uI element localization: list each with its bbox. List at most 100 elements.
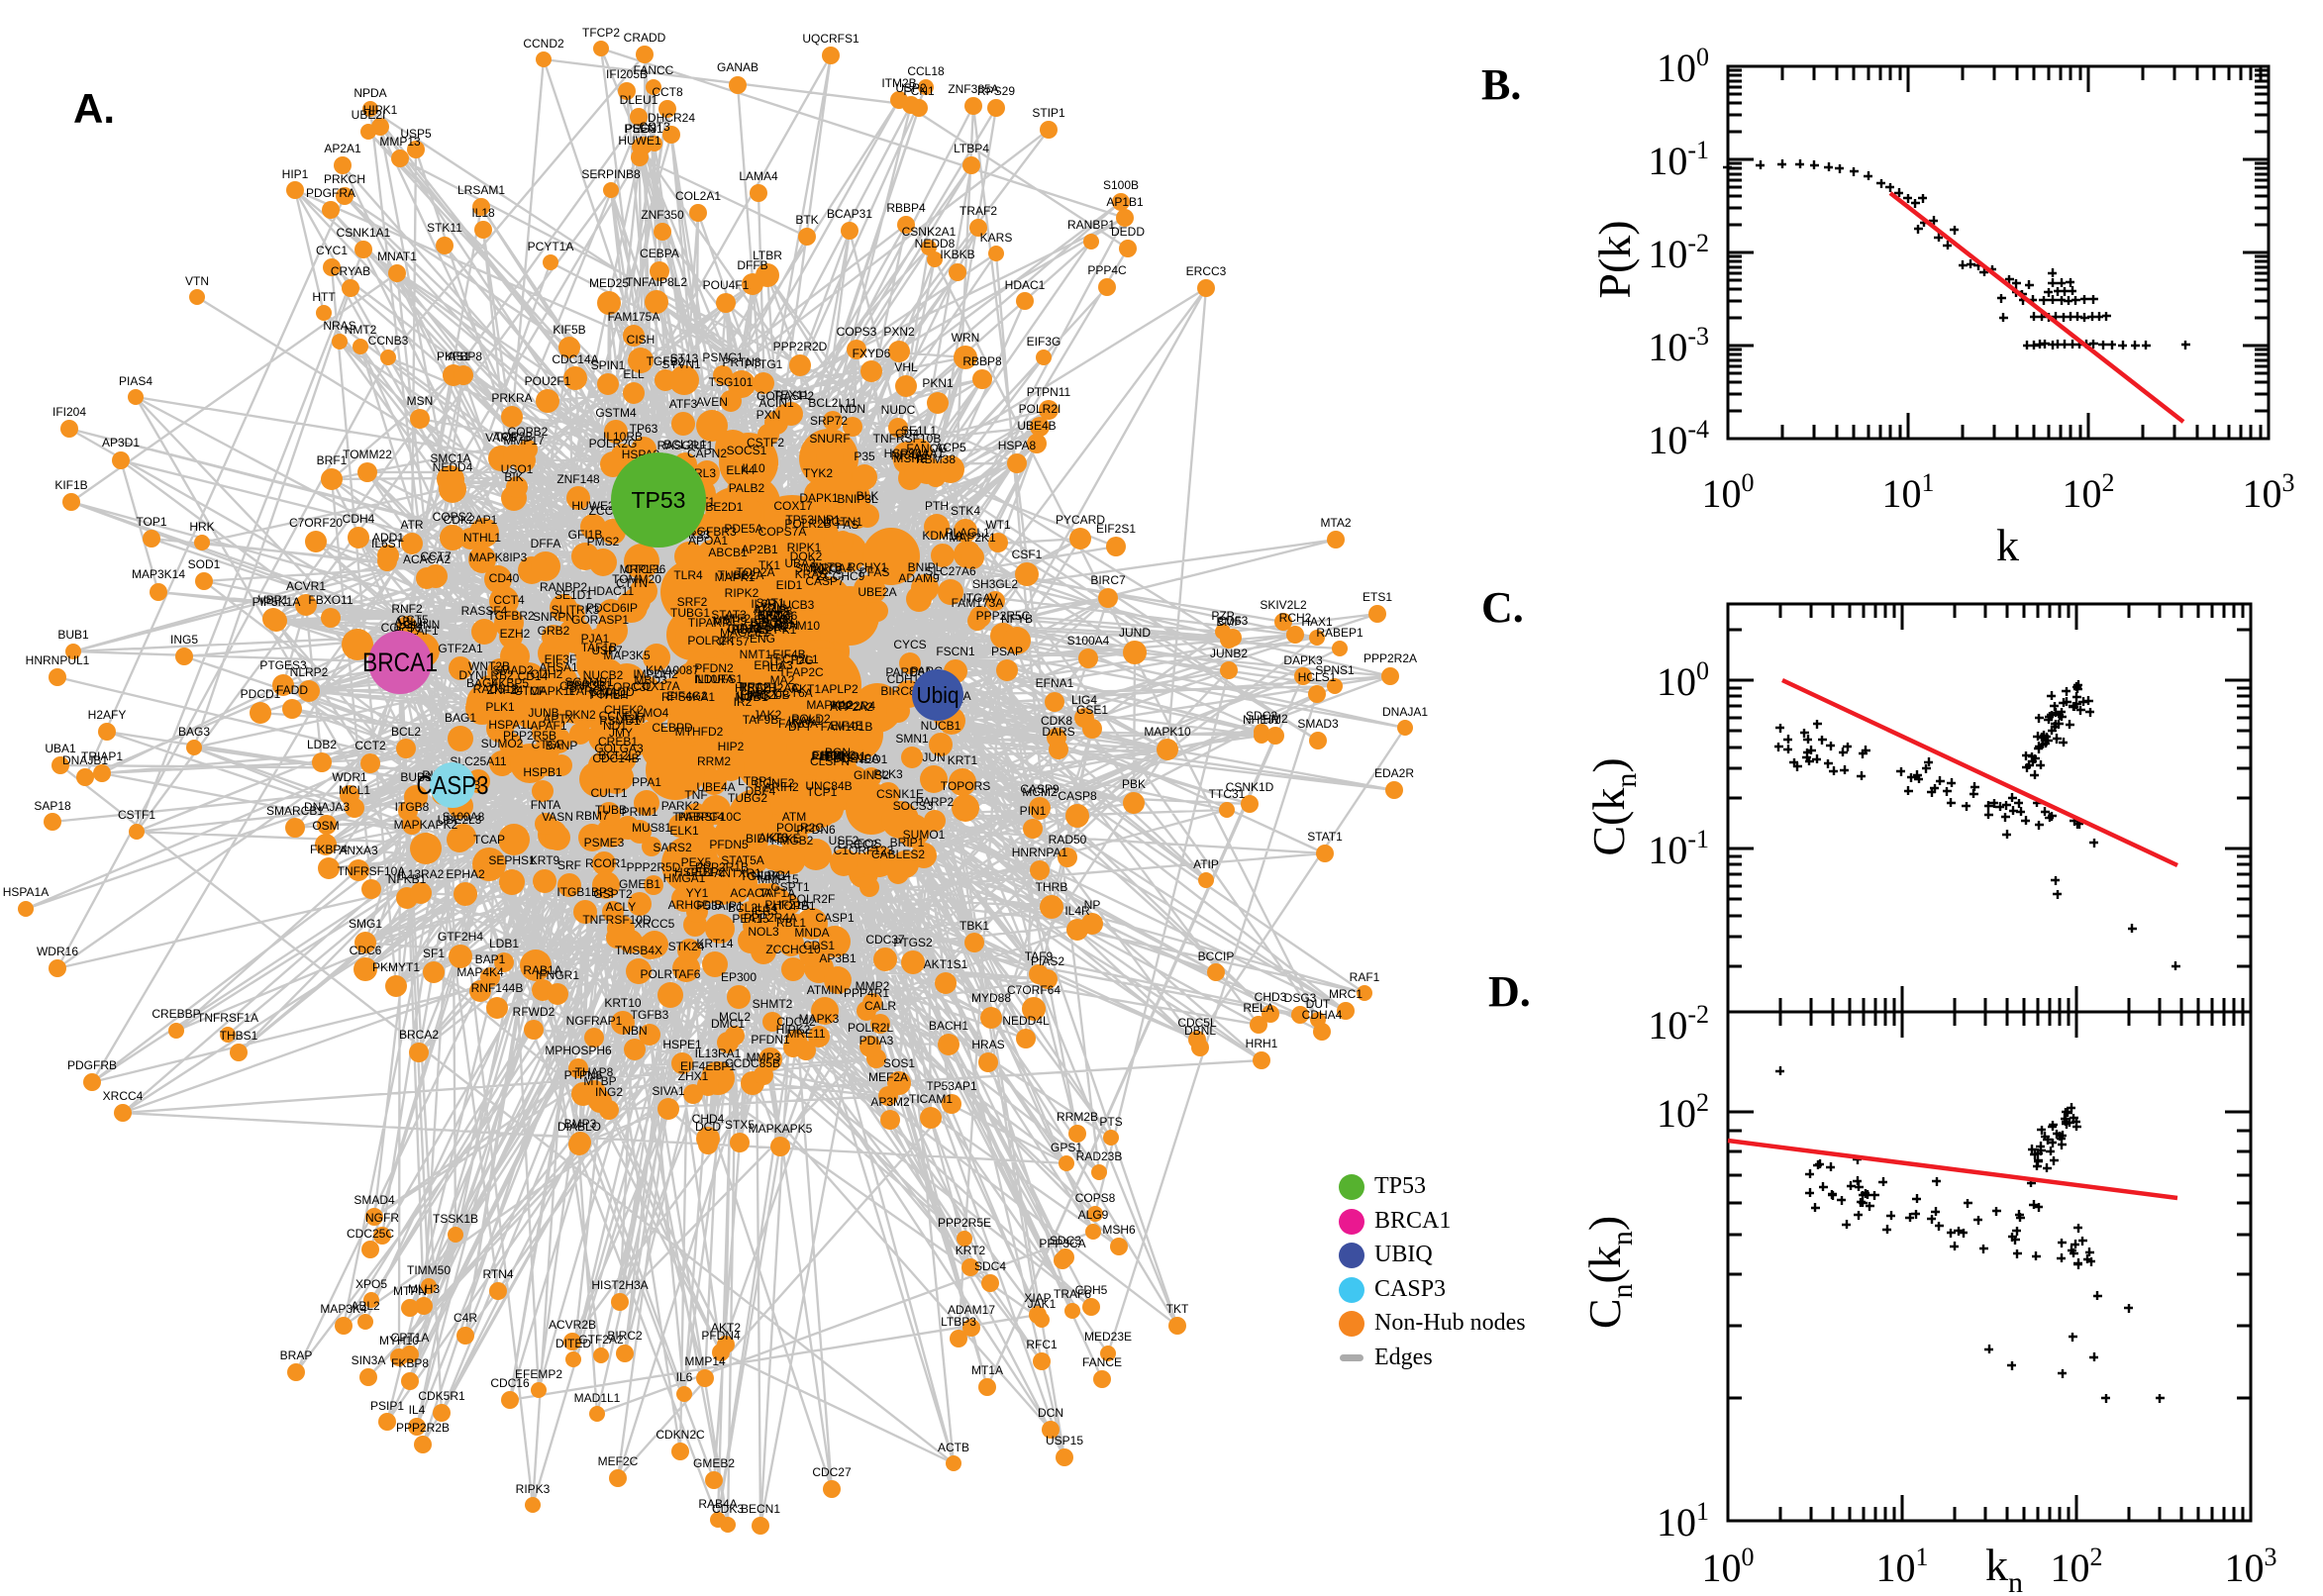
svg-text:RABEP1: RABEP1	[1316, 626, 1364, 640]
svg-text:NPDA: NPDA	[354, 86, 386, 100]
svg-text:KIF1B: KIF1B	[54, 478, 87, 492]
svg-text:MUS81: MUS81	[632, 821, 671, 835]
svg-text:PARK2: PARK2	[661, 799, 700, 813]
svg-text:ATIP: ATIP	[1193, 857, 1219, 871]
svg-text:PSAP: PSAP	[991, 645, 1023, 658]
svg-text:CAPN2: CAPN2	[687, 447, 727, 460]
svg-text:IKBKB: IKBKB	[940, 248, 974, 261]
svg-text:PTH: PTH	[925, 499, 949, 513]
svg-text:CDC25C: CDC25C	[347, 1227, 394, 1241]
svg-text:COL2A1: COL2A1	[675, 189, 721, 203]
svg-text:CSNK1E: CSNK1E	[876, 787, 924, 801]
svg-text:CSNK2A1: CSNK2A1	[902, 225, 957, 239]
svg-text:COPB2: COPB2	[508, 425, 549, 439]
svg-text:PXN2: PXN2	[883, 325, 915, 339]
svg-text:SDC2: SDC2	[1246, 709, 1277, 723]
svg-text:TNFRSF10D: TNFRSF10D	[582, 913, 652, 927]
svg-text:CALR: CALR	[864, 999, 896, 1013]
svg-text:PALB2: PALB2	[729, 481, 765, 495]
svg-text:BNIPL: BNIPL	[908, 560, 943, 574]
svg-text:FOS: FOS	[858, 837, 882, 850]
svg-text:RANBP2: RANBP2	[540, 580, 587, 594]
svg-text:PZP: PZP	[1211, 609, 1234, 623]
svg-text:OSM: OSM	[312, 819, 339, 833]
svg-text:PSME3: PSME3	[584, 836, 625, 849]
svg-text:SCAMP1: SCAMP1	[564, 675, 614, 689]
svg-text:USP7: USP7	[591, 644, 623, 657]
svg-text:10-1: 10-1	[1648, 825, 1709, 872]
svg-text:ABCB1: ABCB1	[708, 546, 748, 559]
svg-text:AP3M2: AP3M2	[870, 1095, 910, 1109]
svg-text:JAK2: JAK2	[754, 708, 782, 722]
svg-text:SIN3A: SIN3A	[352, 1353, 386, 1367]
svg-text:JUN: JUN	[922, 750, 945, 764]
svg-text:CSTF1: CSTF1	[118, 808, 155, 822]
svg-text:MNAT1: MNAT1	[377, 249, 417, 263]
svg-text:MAD1L1: MAD1L1	[574, 1391, 621, 1405]
svg-text:CDC5L: CDC5L	[1177, 1016, 1217, 1030]
svg-text:HRK: HRK	[189, 520, 214, 534]
svg-text:SIVA1: SIVA1	[652, 1084, 684, 1098]
svg-text:EFEMP2: EFEMP2	[515, 1367, 562, 1381]
svg-text:BRIP1: BRIP1	[890, 836, 925, 849]
svg-text:RAD23B: RAD23B	[1076, 1149, 1123, 1163]
svg-text:PLAGL1: PLAGL1	[945, 526, 990, 540]
svg-text:HUWE2: HUWE2	[571, 499, 615, 513]
svg-text:VHL: VHL	[894, 360, 918, 374]
svg-text:WRN: WRN	[952, 331, 980, 345]
svg-text:ABL2: ABL2	[351, 1299, 380, 1313]
svg-text:HNRNPUL1: HNRNPUL1	[26, 653, 90, 667]
svg-text:PPP4R1: PPP4R1	[844, 986, 889, 1000]
svg-text:MBD3: MBD3	[634, 673, 667, 687]
svg-text:CSNK2B: CSNK2B	[559, 679, 607, 693]
svg-text:MMP13: MMP13	[379, 135, 421, 149]
svg-text:TUBG2: TUBG2	[728, 791, 767, 805]
svg-text:100: 100	[1702, 468, 1755, 516]
svg-text:WT1: WT1	[985, 518, 1011, 532]
svg-text:IL6: IL6	[676, 1370, 693, 1384]
svg-text:AKT1: AKT1	[791, 682, 821, 696]
svg-text:USP15: USP15	[1046, 1434, 1083, 1447]
svg-text:TGFB1: TGFB1	[589, 687, 628, 701]
svg-text:DHCR24: DHCR24	[648, 111, 695, 125]
svg-text:MMP15: MMP15	[758, 872, 799, 886]
svg-text:XIAP: XIAP	[1024, 1291, 1051, 1305]
svg-text:PPP2R5C: PPP2R5C	[976, 609, 1031, 623]
svg-text:SERPINB8: SERPINB8	[581, 167, 641, 181]
svg-text:ATRIP: ATRIP	[754, 602, 787, 616]
svg-text:MMP2: MMP2	[856, 979, 890, 993]
svg-text:TNFRSF10A: TNFRSF10A	[338, 864, 406, 878]
svg-text:H2AFY: H2AFY	[88, 708, 127, 722]
svg-text:MYH10: MYH10	[379, 1334, 419, 1347]
svg-text:PSMD1: PSMD1	[599, 714, 641, 728]
svg-text:POLR2F: POLR2F	[789, 892, 836, 906]
svg-text:POU4F1: POU4F1	[703, 278, 750, 292]
svg-text:MAPK8IP3: MAPK8IP3	[469, 550, 528, 564]
svg-text:POLD2: POLD2	[791, 712, 831, 726]
svg-text:TRIAP1: TRIAP1	[81, 749, 123, 763]
svg-text:CDK8: CDK8	[1041, 714, 1072, 728]
svg-text:CHEK2: CHEK2	[604, 703, 644, 717]
svg-text:CEBPA: CEBPA	[640, 247, 679, 260]
svg-text:ACACA2: ACACA2	[403, 552, 451, 566]
svg-text:TOMM22: TOMM22	[343, 448, 392, 461]
svg-text:AVEN: AVEN	[696, 395, 728, 409]
svg-text:MADD: MADD	[599, 685, 635, 699]
svg-text:DNAJA1: DNAJA1	[1382, 705, 1428, 719]
svg-text:CEBPZ: CEBPZ	[686, 865, 726, 879]
svg-text:PRKRA: PRKRA	[491, 391, 532, 405]
svg-text:NRAS: NRAS	[323, 319, 355, 333]
svg-text:RIPK1: RIPK1	[787, 541, 822, 554]
svg-text:CSNK1D: CSNK1D	[1226, 780, 1274, 794]
svg-text:PIAS4: PIAS4	[119, 374, 152, 388]
svg-text:CTCFL: CTCFL	[625, 562, 663, 576]
svg-text:TIPARP: TIPARP	[688, 616, 730, 630]
svg-text:PTS: PTS	[1099, 1115, 1122, 1129]
svg-text:GORASP1: GORASP1	[571, 613, 629, 627]
svg-text:PPP2R5E: PPP2R5E	[938, 1216, 991, 1230]
svg-text:PTGS2: PTGS2	[893, 936, 933, 949]
svg-text:IL10RB: IL10RB	[603, 430, 643, 444]
svg-text:PIM1: PIM1	[825, 750, 853, 764]
svg-text:CCL18: CCL18	[907, 64, 945, 78]
svg-text:THBS1: THBS1	[220, 1029, 258, 1043]
